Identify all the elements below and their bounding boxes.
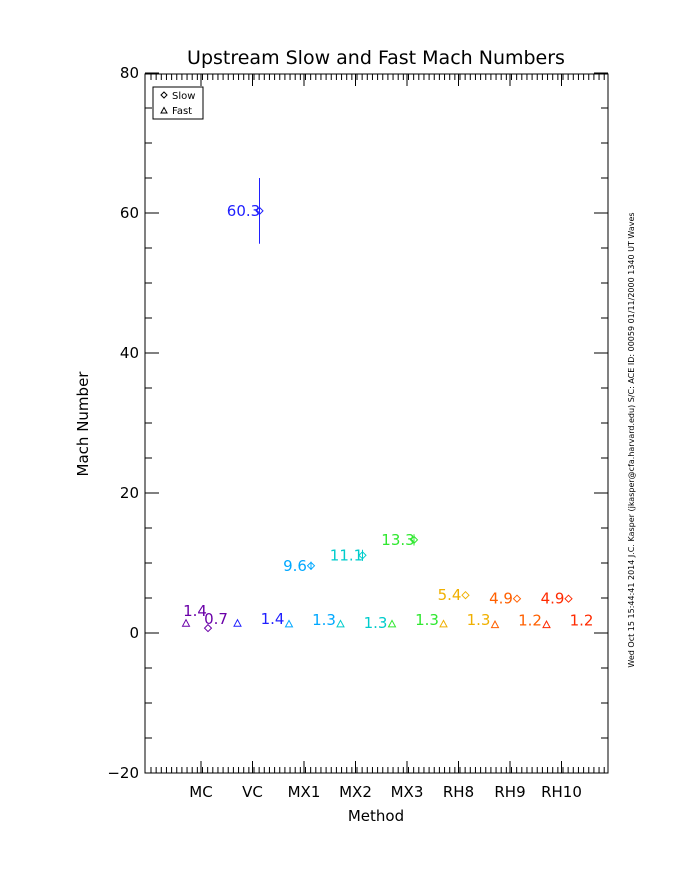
y-tick-label: −20 [107,764,139,782]
fast-value-label: 1.2 [518,612,542,630]
fast-point [542,620,551,629]
plot-frame [144,73,609,774]
slow-value-label: 4.9 [489,590,513,608]
legend-diamond-icon [160,91,168,99]
fast-point [336,619,345,628]
slow-value-label: 0.7 [204,610,228,628]
slow-value-label: 11.1 [330,546,363,564]
x-tick-label: MC [189,783,212,801]
legend-label-fast: Fast [172,106,192,117]
y-tick-label: 0 [129,624,139,642]
y-tick-label: 80 [120,64,139,82]
slow-point [203,623,213,633]
fast-value-label: 1.2 [570,612,594,630]
x-tick-label: RH9 [494,783,525,801]
fast-point [439,619,448,628]
fast-value-label: 1.4 [261,610,285,628]
x-tick-label: RH8 [443,783,474,801]
legend-label-slow: Slow [172,91,195,102]
x-tick-label: RH10 [541,783,582,801]
chart-title: Upstream Slow and Fast Mach Numbers [187,47,565,69]
fast-value-label: 1.4 [183,602,207,620]
x-tick-label: VC [242,783,263,801]
fast-point [284,619,294,628]
slow-point [564,594,573,603]
fast-point [233,618,242,627]
slow-value-label: 4.9 [541,590,565,608]
y-tick-label: 60 [120,204,139,222]
fast-value-label: 1.3 [467,611,491,629]
slow-value-label: 13.3 [381,531,414,549]
y-tick-label: 40 [120,344,139,362]
fast-value-label: 1.3 [312,611,336,629]
fast-value-label: 1.3 [415,611,439,629]
fast-point [181,618,191,627]
slow-value-label: 5.4 [438,586,462,604]
y-axis-label: Mach Number [74,371,92,477]
fast-point [387,619,397,628]
fast-point [490,620,500,629]
slow-value-label: 9.6 [283,557,307,575]
data-marks: 1.40.7 1.460.31.39.61.311.11.313.31.35.41… [181,178,594,633]
slow-point [512,594,522,603]
legend-triangle-icon [160,106,168,114]
legend: Slow Fast [152,86,204,120]
x-axis: MC VC MX1 MX2 MX3 RH8 RH9 RH10 [150,74,605,801]
slow-value-label: 60.3 [227,202,260,220]
legend-box [152,86,204,120]
slow-point [255,206,264,216]
side-annotation: Wed Oct 15 15:44:41 2014 J.C. Kasper (jk… [627,212,636,667]
slow-point [306,561,316,571]
x-axis-label: Method [348,807,404,825]
y-axis: −20 0 20 40 60 80 [107,64,608,782]
fast-value-label: 1.3 [364,614,388,632]
slow-point [358,551,367,560]
x-tick-label: MX1 [288,783,321,801]
slow-point [461,590,470,600]
slow-point [409,535,419,545]
y-tick-label: 20 [120,484,139,502]
x-tick-label: MX2 [339,783,372,801]
x-tick-label: MX3 [391,783,424,801]
